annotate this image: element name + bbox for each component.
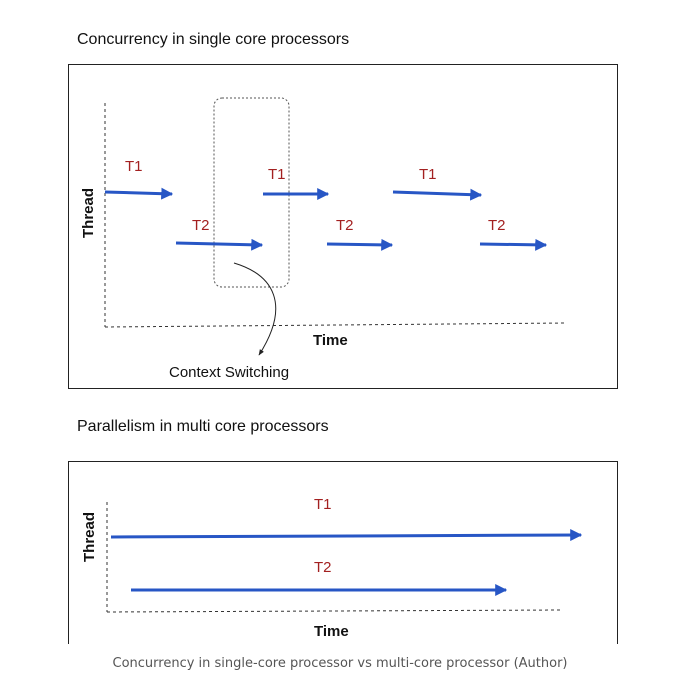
y-axis-label: Thread <box>81 512 98 562</box>
parallelism-diagram-panel: T1 T2 Thread Time <box>68 461 618 644</box>
t2-label-2: T2 <box>336 217 354 234</box>
t2-arrow-2 <box>326 238 394 251</box>
context-switch-pointer <box>233 262 277 356</box>
t2-label: T2 <box>314 559 332 576</box>
t1-arrow-3 <box>392 188 483 201</box>
y-axis-label: Thread <box>80 188 97 238</box>
concurrency-diagram-panel: T1 T2 T1 T2 T1 T2 Thread Time Context Sw… <box>68 64 618 389</box>
t1-arrow <box>110 529 583 542</box>
t2-label-1: T2 <box>192 217 210 234</box>
t1-label-2: T1 <box>268 166 286 183</box>
t1-label: T1 <box>314 496 332 513</box>
figure-caption: Concurrency in single-core processor vs … <box>112 656 568 671</box>
context-switching-label: Context Switching <box>169 364 289 381</box>
t1-label-1: T1 <box>125 158 143 175</box>
t2-arrow-1 <box>175 238 264 251</box>
t2-label-3: T2 <box>488 217 506 234</box>
concurrency-diagram: T1 T2 T1 T2 T1 T2 Thread Time Context Sw… <box>80 97 567 381</box>
t1-label-3: T1 <box>419 166 437 183</box>
parallelism-diagram: T1 T2 Thread Time <box>81 496 583 640</box>
section-2-title: Parallelism in multi core processors <box>77 418 329 435</box>
section-1-title: Concurrency in single core processors <box>77 31 350 48</box>
t2-arrow-3 <box>479 238 548 251</box>
x-axis-label: Time <box>314 623 349 640</box>
x-axis <box>106 609 562 613</box>
x-axis <box>104 322 567 328</box>
x-axis-label: Time <box>313 332 348 349</box>
t1-arrow-1 <box>104 187 174 200</box>
